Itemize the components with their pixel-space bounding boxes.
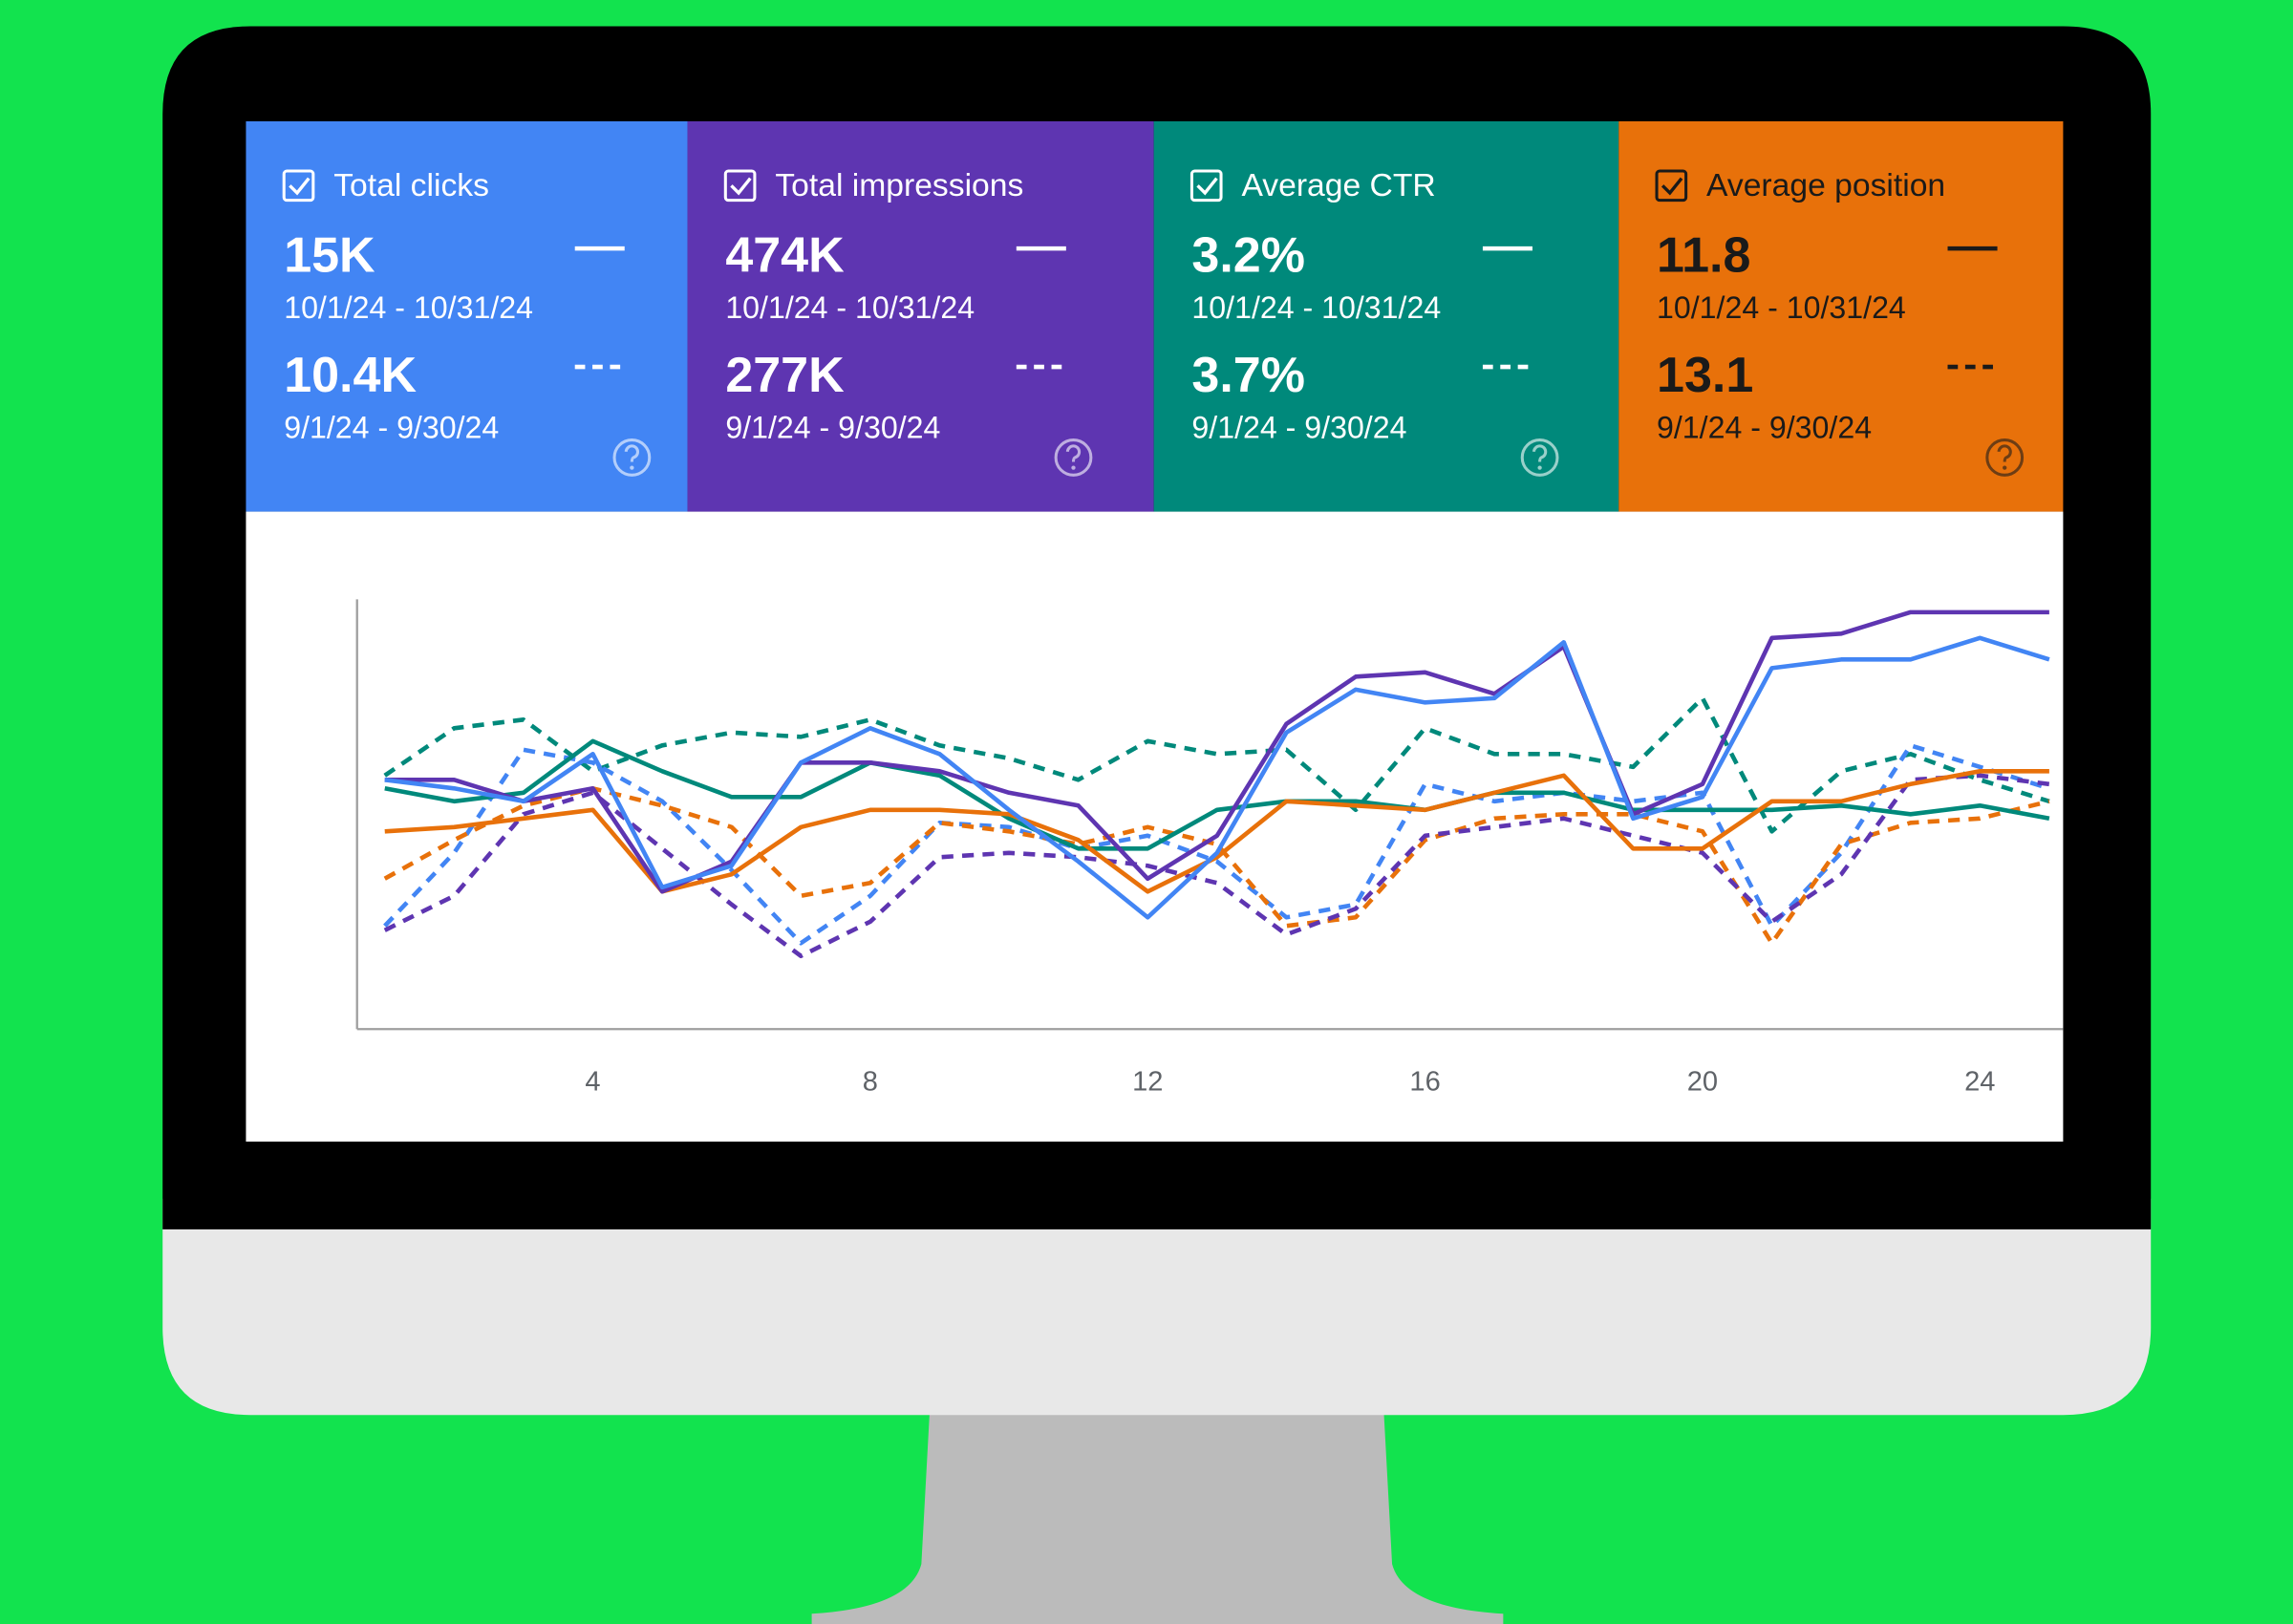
x-tick-label: 24 bbox=[1964, 1067, 1995, 1098]
monitor-chin bbox=[162, 1198, 2152, 1416]
card-label: Average CTR bbox=[1241, 168, 1435, 203]
x-tick-label: 4 bbox=[585, 1067, 600, 1098]
help-icon-mark bbox=[1065, 444, 1082, 462]
current-value: 3.2% bbox=[1191, 228, 1305, 284]
help-icon-mark bbox=[1532, 444, 1548, 462]
current-range: 10/1/24 - 10/31/24 bbox=[1191, 290, 1441, 325]
current-value: 15K bbox=[284, 228, 375, 284]
previous-value: 13.1 bbox=[1657, 348, 1753, 403]
help-icon[interactable] bbox=[612, 438, 652, 477]
help-icon-mark bbox=[1997, 444, 2012, 462]
current-period-line bbox=[384, 635, 2050, 920]
help-icon[interactable] bbox=[1520, 438, 1559, 477]
help-icon-mark bbox=[624, 444, 640, 462]
x-tick-label: 12 bbox=[1132, 1067, 1163, 1098]
checkbox[interactable] bbox=[723, 169, 757, 203]
previous-range: 9/1/24 - 9/30/24 bbox=[1657, 410, 1872, 444]
x-tick-label: 16 bbox=[1409, 1067, 1440, 1098]
checkbox[interactable] bbox=[1655, 169, 1688, 203]
previous-range: 9/1/24 - 9/30/24 bbox=[284, 410, 499, 444]
card-label: Total clicks bbox=[333, 168, 489, 203]
previous-range: 9/1/24 - 9/30/24 bbox=[1191, 410, 1406, 444]
current-range: 10/1/24 - 10/31/24 bbox=[1657, 290, 1906, 325]
previous-range: 9/1/24 - 9/30/24 bbox=[725, 410, 940, 444]
checkbox-check bbox=[730, 177, 752, 196]
checkbox-check bbox=[289, 177, 311, 196]
card-label: Total impressions bbox=[775, 168, 1023, 203]
card-background bbox=[1618, 121, 2064, 512]
x-tick-label: 8 bbox=[863, 1067, 878, 1098]
help-icon-dot bbox=[2003, 465, 2007, 470]
current-range: 10/1/24 - 10/31/24 bbox=[725, 290, 975, 325]
metric-card[interactable]: Total clicks 15K 10/1/24 - 10/31/24 10.4K 9/… bbox=[246, 121, 688, 512]
checkbox[interactable] bbox=[1189, 169, 1223, 203]
metric-card[interactable]: Average position 11.8 10/1/24 - 10/31/24 13… bbox=[1618, 121, 2064, 512]
metric-card[interactable]: Average CTR 3.2% 10/1/24 - 10/31/24 3.7% 9/1… bbox=[1153, 121, 1619, 512]
performance-chart: 4 8 12 16 20 24 bbox=[355, 599, 2064, 1098]
metric-cards: Total clicks 15K 10/1/24 - 10/31/24 10.4K 9/… bbox=[246, 121, 2064, 512]
checkbox-check bbox=[1196, 177, 1218, 196]
monitor-stand bbox=[811, 1402, 1504, 1624]
current-period-line bbox=[384, 738, 2050, 851]
checkbox-check bbox=[1661, 177, 1683, 196]
previous-period-line bbox=[383, 695, 2050, 834]
current-period-line bbox=[384, 609, 2049, 894]
previous-value: 10.4K bbox=[284, 348, 417, 403]
card-label: Average position bbox=[1706, 168, 1945, 203]
previous-period-line bbox=[383, 743, 2050, 946]
help-icon[interactable] bbox=[1054, 438, 1093, 477]
help-icon-dot bbox=[1071, 465, 1076, 470]
current-value: 11.8 bbox=[1657, 228, 1750, 284]
card-background bbox=[246, 121, 688, 512]
help-icon[interactable] bbox=[1985, 438, 2025, 477]
help-icon-dot bbox=[1537, 465, 1542, 470]
metric-card[interactable]: Total impressions 474K 10/1/24 - 10/31/24 2… bbox=[687, 121, 1154, 512]
current-range: 10/1/24 - 10/31/24 bbox=[284, 290, 533, 325]
current-value: 474K bbox=[725, 228, 845, 284]
previous-value: 277K bbox=[725, 348, 845, 403]
x-tick-label: 20 bbox=[1687, 1067, 1718, 1098]
help-icon-dot bbox=[630, 465, 634, 470]
previous-value: 3.7% bbox=[1191, 348, 1305, 403]
checkbox[interactable] bbox=[282, 169, 315, 203]
